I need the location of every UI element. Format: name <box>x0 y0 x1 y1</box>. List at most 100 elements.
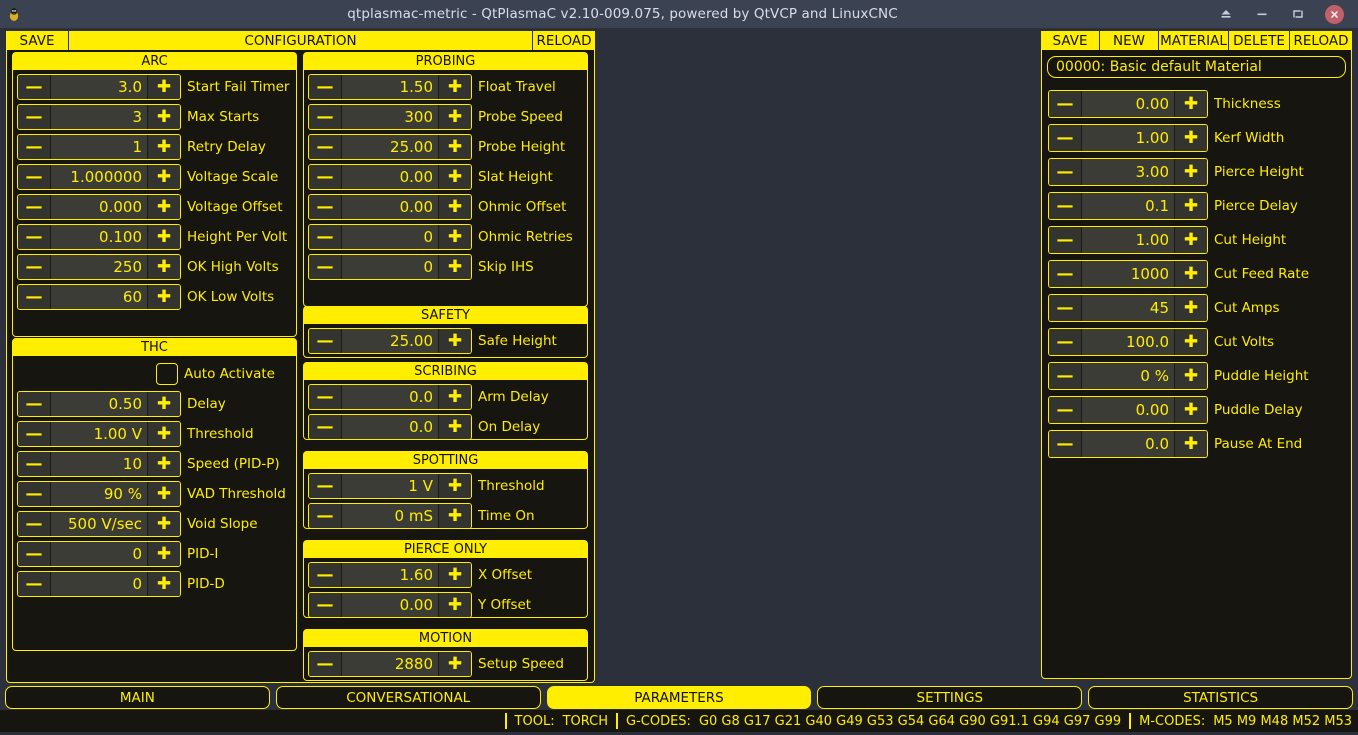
ok-low-volts-value[interactable]: 60 <box>51 285 147 309</box>
tab-conversational[interactable]: CONVERSATIONAL <box>275 686 541 709</box>
decrement-icon[interactable]: — <box>1049 363 1082 389</box>
ok-high-volts-value[interactable]: 250 <box>51 255 147 279</box>
increment-icon[interactable]: ✚ <box>147 392 180 416</box>
threshold-value[interactable]: 1.00 V <box>51 422 147 446</box>
delay-value[interactable]: 0.50 <box>51 392 147 416</box>
increment-icon[interactable]: ✚ <box>147 542 180 566</box>
config-reload-button[interactable]: RELOAD <box>536 32 592 49</box>
ok-high-volts-spinbox[interactable]: —250 ✚ <box>17 254 181 280</box>
decrement-icon[interactable]: — <box>1049 125 1082 151</box>
increment-icon[interactable]: ✚ <box>147 75 180 99</box>
start-fail-timer-value[interactable]: 3.0 <box>51 75 147 99</box>
voltage-offset-spinbox[interactable]: —0.000 ✚ <box>17 194 181 220</box>
material-delete-button[interactable]: DELETE <box>1233 32 1285 49</box>
decrement-icon[interactable]: — <box>18 422 51 446</box>
material-pierce-delay-value[interactable]: 0.1 <box>1082 193 1174 219</box>
increment-icon[interactable]: ✚ <box>1174 125 1207 151</box>
material-puddle-height-spinbox[interactable]: —0 % ✚ <box>1048 362 1208 390</box>
ohmic-offset-value[interactable]: 0.00 <box>342 195 438 219</box>
probe-speed-value[interactable]: 300 <box>342 105 438 129</box>
delay-spinbox[interactable]: —0.50 ✚ <box>17 391 181 417</box>
material-cut-volts-value[interactable]: 100.0 <box>1082 329 1174 355</box>
increment-icon[interactable]: ✚ <box>438 415 471 439</box>
x-offset-spinbox[interactable]: —1.60 ✚ <box>308 562 472 588</box>
ohmic-offset-spinbox[interactable]: —0.00 ✚ <box>308 194 472 220</box>
increment-icon[interactable]: ✚ <box>147 452 180 476</box>
decrement-icon[interactable]: — <box>309 474 342 498</box>
material-pierce-height-spinbox[interactable]: —3.00 ✚ <box>1048 158 1208 186</box>
probe-height-value[interactable]: 25.00 <box>342 135 438 159</box>
tab-main[interactable]: MAIN <box>5 686 270 709</box>
decrement-icon[interactable]: — <box>1049 397 1082 423</box>
increment-icon[interactable]: ✚ <box>438 195 471 219</box>
skip-ihs-value[interactable]: 0 <box>342 255 438 279</box>
increment-icon[interactable]: ✚ <box>147 285 180 309</box>
setup-speed-value[interactable]: 2880 <box>342 652 438 676</box>
increment-icon[interactable]: ✚ <box>147 482 180 506</box>
minimize-icon[interactable] <box>1253 5 1271 23</box>
void-slope-value[interactable]: 500 V/sec <box>51 512 147 536</box>
decrement-icon[interactable]: — <box>18 452 51 476</box>
slat-height-spinbox[interactable]: —0.00 ✚ <box>308 164 472 190</box>
material-pause-at-end-value[interactable]: 0.0 <box>1082 431 1174 457</box>
material-puddle-height-value[interactable]: 0 % <box>1082 363 1174 389</box>
decrement-icon[interactable]: — <box>1049 159 1082 185</box>
decrement-icon[interactable]: — <box>1049 295 1082 321</box>
voltage-offset-value[interactable]: 0.000 <box>51 195 147 219</box>
increment-icon[interactable]: ✚ <box>1174 397 1207 423</box>
pid-d-spinbox[interactable]: —0 ✚ <box>17 571 181 597</box>
decrement-icon[interactable]: — <box>1049 193 1082 219</box>
decrement-icon[interactable]: — <box>309 415 342 439</box>
probe-height-spinbox[interactable]: —25.00 ✚ <box>308 134 472 160</box>
increment-icon[interactable]: ✚ <box>438 255 471 279</box>
decrement-icon[interactable]: — <box>18 572 51 596</box>
decrement-icon[interactable]: — <box>1049 91 1082 117</box>
decrement-icon[interactable]: — <box>1049 227 1082 253</box>
ohmic-retries-value[interactable]: 0 <box>342 225 438 249</box>
decrement-icon[interactable]: — <box>1049 329 1082 355</box>
material-thickness-spinbox[interactable]: —0.00 ✚ <box>1048 90 1208 118</box>
pid-i-spinbox[interactable]: —0 ✚ <box>17 541 181 567</box>
increment-icon[interactable]: ✚ <box>147 225 180 249</box>
increment-icon[interactable]: ✚ <box>1174 193 1207 219</box>
decrement-icon[interactable]: — <box>18 285 51 309</box>
material-cut-amps-spinbox[interactable]: —45 ✚ <box>1048 294 1208 322</box>
material-puddle-delay-value[interactable]: 0.00 <box>1082 397 1174 423</box>
decrement-icon[interactable]: — <box>309 504 342 528</box>
decrement-icon[interactable]: — <box>18 165 51 189</box>
close-button[interactable] <box>1325 4 1344 24</box>
material-pause-at-end-spinbox[interactable]: —0.0 ✚ <box>1048 430 1208 458</box>
increment-icon[interactable]: ✚ <box>1174 91 1207 117</box>
float-travel-value[interactable]: 1.50 <box>342 75 438 99</box>
decrement-icon[interactable]: — <box>1049 261 1082 287</box>
material-select[interactable]: 00000: Basic default Material <box>1047 56 1346 78</box>
decrement-icon[interactable]: — <box>18 512 51 536</box>
increment-icon[interactable]: ✚ <box>438 135 471 159</box>
increment-icon[interactable]: ✚ <box>438 504 471 528</box>
material-thickness-value[interactable]: 0.00 <box>1082 91 1174 117</box>
increment-icon[interactable]: ✚ <box>1174 261 1207 287</box>
decrement-icon[interactable]: — <box>18 225 51 249</box>
increment-icon[interactable]: ✚ <box>147 422 180 446</box>
arm-delay-spinbox[interactable]: —0.0 ✚ <box>308 384 472 410</box>
height-per-volt-value[interactable]: 0.100 <box>51 225 147 249</box>
safe-height-spinbox[interactable]: —25.00 ✚ <box>308 328 472 354</box>
decrement-icon[interactable]: — <box>309 255 342 279</box>
decrement-icon[interactable]: — <box>309 225 342 249</box>
decrement-icon[interactable]: — <box>309 75 342 99</box>
vad-threshold-spinbox[interactable]: —90 % ✚ <box>17 481 181 507</box>
tab-settings[interactable]: SETTINGS <box>817 686 1083 709</box>
skip-ihs-spinbox[interactable]: —0 ✚ <box>308 254 472 280</box>
vad-threshold-value[interactable]: 90 % <box>51 482 147 506</box>
safe-height-value[interactable]: 25.00 <box>342 329 438 353</box>
material-reload-button[interactable]: RELOAD <box>1293 32 1349 49</box>
decrement-icon[interactable]: — <box>309 165 342 189</box>
max-starts-spinbox[interactable]: —3 ✚ <box>17 104 181 130</box>
material-button[interactable]: MATERIAL <box>1160 32 1227 49</box>
on-delay-value[interactable]: 0.0 <box>342 415 438 439</box>
setup-speed-spinbox[interactable]: —2880 ✚ <box>308 651 472 677</box>
increment-icon[interactable]: ✚ <box>438 385 471 409</box>
decrement-icon[interactable]: — <box>309 652 342 676</box>
material-cut-amps-value[interactable]: 45 <box>1082 295 1174 321</box>
slat-height-value[interactable]: 0.00 <box>342 165 438 189</box>
